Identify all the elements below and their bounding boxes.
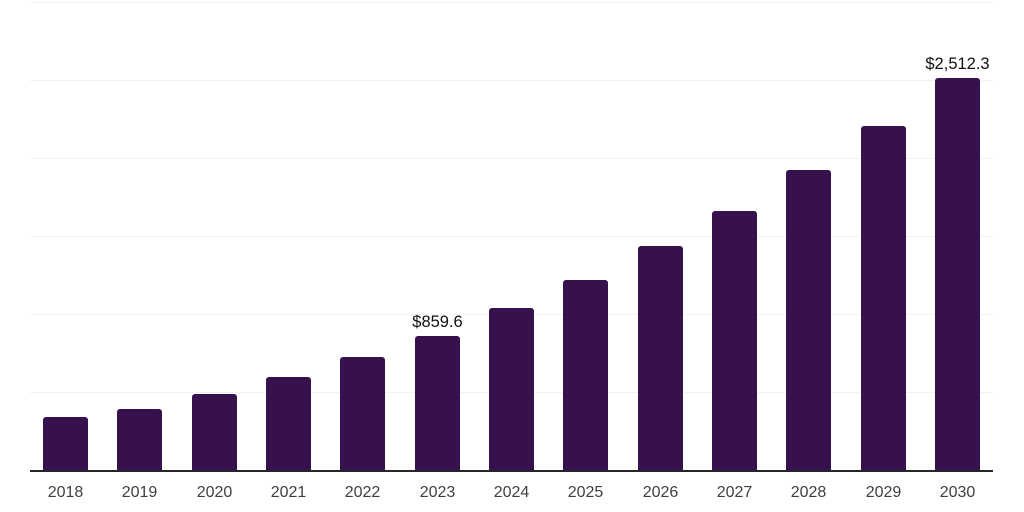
bar-2026	[638, 246, 683, 470]
x-tick-label-2020: 2020	[196, 484, 233, 501]
x-tick-label-2024: 2024	[493, 484, 530, 501]
value-label-2023: $859.6	[412, 312, 463, 331]
x-tick-label-2018: 2018	[47, 484, 84, 501]
bar-2029	[861, 126, 906, 470]
bar-2030	[935, 78, 980, 470]
value-label-2030: $2,512.3	[925, 54, 990, 73]
x-tick-label-2030: 2030	[939, 484, 976, 501]
bar-2020	[192, 394, 237, 470]
plot-area: $859.6 $2,512.3	[30, 0, 993, 472]
x-tick-label-2028: 2028	[790, 484, 827, 501]
gridline	[30, 158, 993, 159]
x-tick-label-2027: 2027	[716, 484, 753, 501]
x-tick-label-2023: 2023	[419, 484, 456, 501]
x-tick-label-2029: 2029	[865, 484, 902, 501]
x-axis-line	[30, 470, 993, 472]
bar-2025	[563, 280, 608, 470]
x-tick-label-2026: 2026	[642, 484, 679, 501]
bar-2024	[489, 308, 534, 470]
gridline	[30, 2, 993, 3]
bar-2019	[117, 409, 162, 470]
bar-2023	[415, 336, 460, 470]
x-tick-label-2025: 2025	[567, 484, 604, 501]
x-tick-label-2019: 2019	[121, 484, 158, 501]
bar-2018	[43, 417, 88, 470]
bar-2027	[712, 211, 757, 470]
x-tick-label-2022: 2022	[344, 484, 381, 501]
gridline	[30, 80, 993, 81]
gridline	[30, 236, 993, 237]
bar-2028	[786, 170, 831, 470]
bar-2021	[266, 377, 311, 470]
bar-2022	[340, 357, 385, 470]
x-tick-label-2021: 2021	[270, 484, 307, 501]
